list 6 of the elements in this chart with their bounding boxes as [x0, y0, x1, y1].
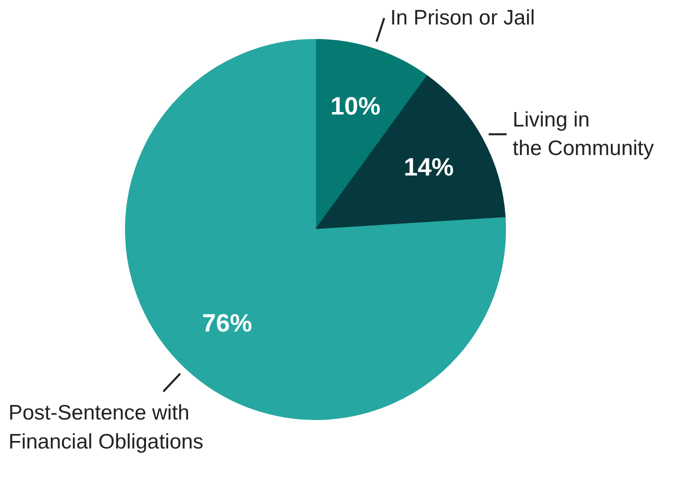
data-label: 14% [404, 153, 454, 182]
slice-label: Living in the Community [512, 108, 654, 160]
slice-label: In Prison or Jail [390, 6, 535, 30]
slice-label: Post-Sentence with Financial Obligations [8, 402, 204, 454]
data-label: 76% [202, 310, 252, 338]
data-label: 10% [330, 92, 380, 121]
